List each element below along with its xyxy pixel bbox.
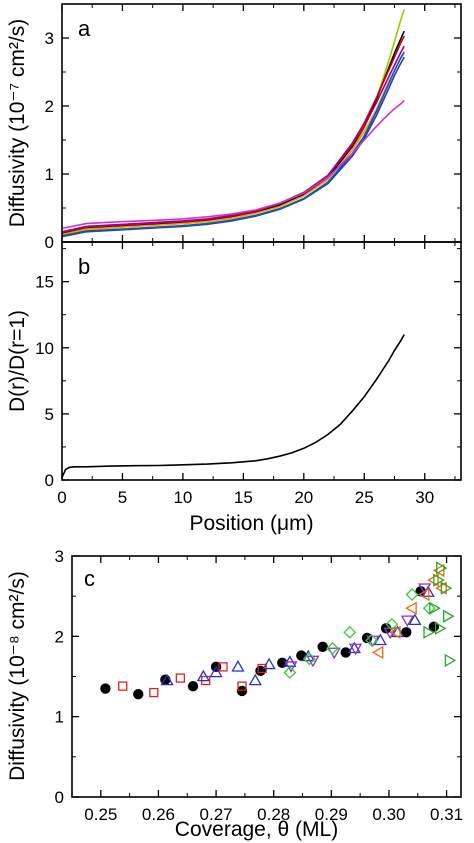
y-tick-label: 1 xyxy=(55,708,64,727)
series-line-4 xyxy=(61,45,405,233)
panel-a-data xyxy=(61,9,405,238)
series-line-2 xyxy=(61,30,405,235)
y-tick-label: 0 xyxy=(45,233,54,252)
diamond-marker xyxy=(303,652,316,666)
triangle-up-marker xyxy=(196,669,211,682)
triangle-right-marker xyxy=(440,581,453,595)
series-line-7 xyxy=(61,51,405,237)
triangle-right-marker xyxy=(429,601,441,615)
triangle-up-marker xyxy=(373,633,387,646)
panel-b-plot: 0 5 10 15 20 25 30 0 5 10 15 b D(r)/D(r=1) Position (… xyxy=(6,241,462,535)
triangle-left-marker xyxy=(432,563,445,578)
panel-b-data xyxy=(61,334,405,478)
y-tick-label: 15 xyxy=(35,273,54,292)
triangle-right-marker xyxy=(423,625,435,639)
panel-label-c: c xyxy=(84,566,95,591)
circle-marker xyxy=(317,641,328,652)
plot-frame xyxy=(71,555,462,798)
x-tick-label: 30 xyxy=(415,488,434,507)
y-tick-label: 2 xyxy=(55,627,64,646)
triangle-up-marker xyxy=(248,673,262,686)
circle-marker xyxy=(401,627,412,638)
series-line-1 xyxy=(61,9,405,236)
diamond-marker xyxy=(326,641,339,655)
y-tick-label: 3 xyxy=(45,29,54,48)
series-line-1 xyxy=(61,334,405,478)
y-axis-title: D(r)/D(r=1) xyxy=(6,310,29,412)
series-line-8 xyxy=(61,100,405,230)
square-marker xyxy=(118,681,128,691)
square-marker xyxy=(175,673,185,683)
x-tick-label: 5 xyxy=(118,488,127,507)
circle-marker xyxy=(340,647,351,658)
triangle-up-marker xyxy=(209,665,223,678)
y-tick-label: 2 xyxy=(45,97,54,116)
x-tick-label: 0.27 xyxy=(200,805,233,824)
x-axis-title: Coverage, θ (ML) xyxy=(175,818,338,841)
triangle-up-marker xyxy=(160,673,174,686)
x-tick-label: 0.26 xyxy=(142,805,175,824)
square-marker xyxy=(237,681,247,691)
circle-marker xyxy=(236,685,248,697)
triangle-down-marker xyxy=(284,661,298,673)
circle-marker xyxy=(133,688,144,700)
triangle-down-marker xyxy=(400,615,415,628)
x-tick-label: 0.28 xyxy=(257,805,290,824)
triangle-left-marker xyxy=(371,645,384,660)
y-axis-title: Diffusivity (10⁻⁷ cm²/s) xyxy=(6,19,29,227)
x-tick-label: 0.30 xyxy=(372,805,405,824)
x-axis-title: Position (μm) xyxy=(189,512,313,535)
x-tick-label: 0.25 xyxy=(84,805,117,824)
triangle-down-marker xyxy=(348,643,363,656)
y-tick-label: 0 xyxy=(55,788,64,807)
x-tick-label: 20 xyxy=(294,488,313,507)
diamond-marker xyxy=(283,666,297,679)
x-tick-label: 10 xyxy=(173,488,192,507)
x-tick-label: 0.31 xyxy=(430,805,463,824)
diamond-marker xyxy=(385,617,399,631)
triangle-right-marker xyxy=(436,561,448,575)
panel-c-data xyxy=(100,561,457,700)
triangle-left-marker xyxy=(405,601,417,615)
triangle-right-marker xyxy=(434,621,447,635)
triangle-left-marker xyxy=(389,625,401,639)
triangle-down-marker xyxy=(327,647,341,660)
x-tick-label: 0.29 xyxy=(315,805,348,824)
panel-label-a: a xyxy=(78,16,91,41)
triangle-up-marker xyxy=(262,657,276,670)
diamond-marker xyxy=(405,588,419,601)
y-tick-label: 10 xyxy=(35,339,54,358)
x-tick-label: 25 xyxy=(355,488,374,507)
y-tick-label: 3 xyxy=(55,547,64,566)
panel-c-plot: 0.25 0.26 0.27 0.28 0.29 0.30 0.31 0 1 2 3 c Diffusi… xyxy=(6,547,463,841)
y-tick-label: 5 xyxy=(45,405,54,424)
square-marker xyxy=(218,662,228,672)
triangle-down-marker xyxy=(418,583,432,595)
diamond-marker xyxy=(343,625,357,639)
y-tick-label: 0 xyxy=(45,471,54,490)
y-axis-title: Diffusivity (10⁻⁸ cm²/s) xyxy=(6,571,29,781)
triangle-up-marker xyxy=(231,660,245,672)
panel-label-b: b xyxy=(78,254,90,279)
panel-a-plot: 0 1 2 3 a Diffusivity (10⁻⁷ cm²/s) xyxy=(6,3,462,252)
series-line-3 xyxy=(61,35,405,234)
diamond-marker xyxy=(365,633,379,647)
triangle-right-marker xyxy=(433,573,445,587)
triangle-up-marker xyxy=(408,613,422,626)
triangle-left-marker xyxy=(417,587,430,602)
x-tick-label: 0 xyxy=(57,488,66,507)
circle-marker xyxy=(187,680,199,692)
plot-frame xyxy=(61,241,462,481)
circle-marker xyxy=(100,683,111,694)
square-marker xyxy=(149,687,159,698)
y-tick-label: 1 xyxy=(45,165,54,184)
triangle-right-marker xyxy=(444,653,457,668)
x-tick-label: 15 xyxy=(234,488,253,507)
triangle-right-marker xyxy=(442,609,455,623)
